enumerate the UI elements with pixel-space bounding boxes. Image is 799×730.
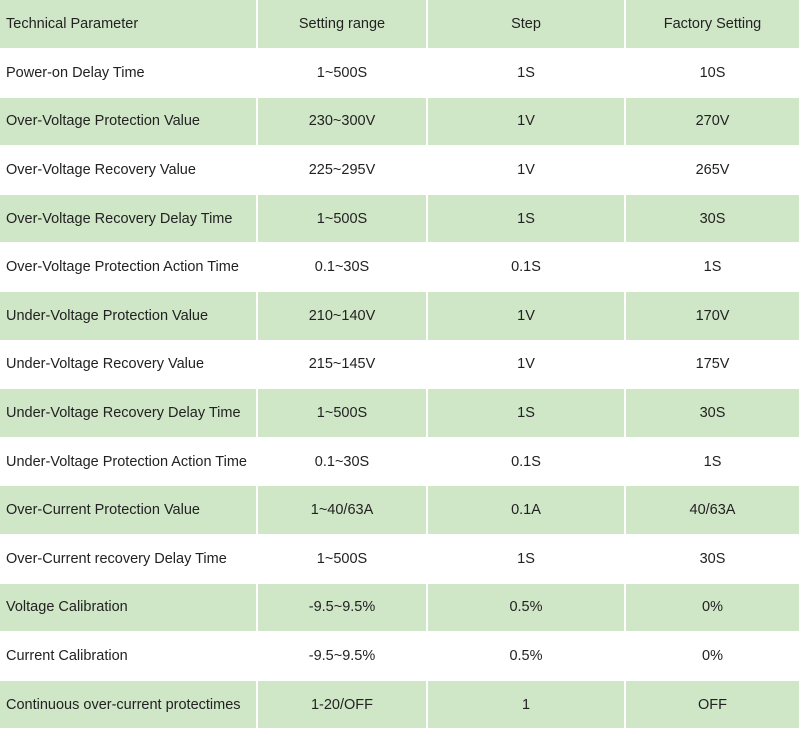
- parameter-cell: Over-Current recovery Delay Time: [0, 534, 258, 584]
- factory-cell: 1S: [625, 242, 799, 293]
- range-cell: 0.1~30S: [257, 242, 428, 293]
- step-cell: 1S: [427, 388, 626, 438]
- parameter-cell: Under-Voltage Recovery Value: [0, 340, 258, 390]
- range-cell: 225~295V: [257, 145, 428, 195]
- parameter-cell: Voltage Calibration: [0, 583, 258, 633]
- factory-cell: 30S: [625, 534, 799, 584]
- factory-cell: 0%: [625, 583, 799, 633]
- factory-cell: 175V: [625, 340, 799, 390]
- parameter-cell: Over-Voltage Recovery Delay Time: [0, 194, 258, 244]
- table-row: Power-on Delay Time 1~500S 1S 10S: [0, 48, 799, 98]
- range-cell: 1-20/OFF: [257, 680, 428, 730]
- factory-cell: 265V: [625, 145, 799, 195]
- parameter-cell: Current Calibration: [0, 631, 258, 681]
- table-row: Over-Voltage Recovery Value 225~295V 1V …: [0, 145, 799, 195]
- header-technical-parameter: Technical Parameter: [0, 0, 258, 50]
- step-cell: 1V: [427, 340, 626, 390]
- parameter-cell: Continuous over-current protectimes: [0, 680, 258, 730]
- table-row: Under-Voltage Recovery Value 215~145V 1V…: [0, 340, 799, 390]
- step-cell: 1V: [427, 145, 626, 195]
- factory-cell: 0%: [625, 631, 799, 681]
- step-cell: 1S: [427, 534, 626, 584]
- step-cell: 1V: [427, 97, 626, 147]
- factory-cell: 10S: [625, 48, 799, 98]
- table-row: Over-Current Protection Value 1~40/63A 0…: [0, 485, 799, 536]
- step-cell: 0.1S: [427, 242, 626, 293]
- factory-cell: 270V: [625, 97, 799, 147]
- table-header-row: Technical Parameter Setting range Step F…: [0, 0, 799, 50]
- range-cell: 1~500S: [257, 48, 428, 98]
- table-body: Power-on Delay Time 1~500S 1S 10S Over-V…: [0, 48, 799, 730]
- table-row: Over-Voltage Protection Action Time 0.1~…: [0, 242, 799, 293]
- parameter-cell: Under-Voltage Recovery Delay Time: [0, 388, 258, 438]
- range-cell: 0.1~30S: [257, 437, 428, 487]
- parameter-cell: Power-on Delay Time: [0, 48, 258, 98]
- parameter-cell: Over-Current Protection Value: [0, 485, 258, 536]
- step-cell: 1S: [427, 48, 626, 98]
- range-cell: 210~140V: [257, 291, 428, 341]
- table-row: Over-Current recovery Delay Time 1~500S …: [0, 534, 799, 584]
- parameter-cell: Over-Voltage Protection Action Time: [0, 242, 258, 293]
- factory-cell: OFF: [625, 680, 799, 730]
- step-cell: 1S: [427, 194, 626, 244]
- step-cell: 0.5%: [427, 631, 626, 681]
- table-row: Over-Voltage Protection Value 230~300V 1…: [0, 97, 799, 147]
- step-cell: 0.1S: [427, 437, 626, 487]
- table-row: Under-Voltage Recovery Delay Time 1~500S…: [0, 388, 799, 438]
- table-row: Current Calibration -9.5~9.5% 0.5% 0%: [0, 631, 799, 681]
- factory-cell: 30S: [625, 388, 799, 438]
- table-row: Over-Voltage Recovery Delay Time 1~500S …: [0, 194, 799, 244]
- factory-cell: 30S: [625, 194, 799, 244]
- table-row: Under-Voltage Protection Value 210~140V …: [0, 291, 799, 341]
- header-factory-setting: Factory Setting: [625, 0, 799, 50]
- step-cell: 0.1A: [427, 485, 626, 536]
- header-step: Step: [427, 0, 626, 50]
- step-cell: 1: [427, 680, 626, 730]
- range-cell: 1~500S: [257, 534, 428, 584]
- step-cell: 1V: [427, 291, 626, 341]
- range-cell: 1~500S: [257, 388, 428, 438]
- parameter-cell: Under-Voltage Protection Value: [0, 291, 258, 341]
- factory-cell: 40/63A: [625, 485, 799, 536]
- range-cell: 1~40/63A: [257, 485, 428, 536]
- header-setting-range: Setting range: [257, 0, 428, 50]
- range-cell: 230~300V: [257, 97, 428, 147]
- step-cell: 0.5%: [427, 583, 626, 633]
- table-row: Voltage Calibration -9.5~9.5% 0.5% 0%: [0, 583, 799, 633]
- parameter-cell: Over-Voltage Protection Value: [0, 97, 258, 147]
- parameter-cell: Over-Voltage Recovery Value: [0, 145, 258, 195]
- range-cell: 215~145V: [257, 340, 428, 390]
- table-row: Continuous over-current protectimes 1-20…: [0, 680, 799, 730]
- table-row: Under-Voltage Protection Action Time 0.1…: [0, 437, 799, 487]
- factory-cell: 1S: [625, 437, 799, 487]
- parameter-cell: Under-Voltage Protection Action Time: [0, 437, 258, 487]
- range-cell: -9.5~9.5%: [257, 631, 428, 681]
- factory-cell: 170V: [625, 291, 799, 341]
- range-cell: 1~500S: [257, 194, 428, 244]
- range-cell: -9.5~9.5%: [257, 583, 428, 633]
